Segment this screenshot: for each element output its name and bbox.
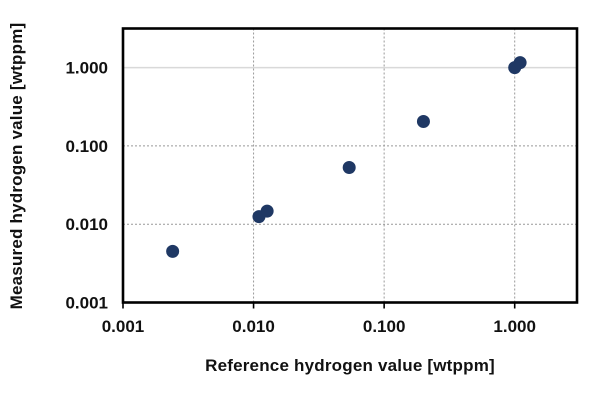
plot-border bbox=[121, 27, 579, 304]
x-tick-label: 1.000 bbox=[493, 317, 536, 336]
data-point bbox=[416, 115, 430, 129]
data-point bbox=[166, 244, 180, 258]
y-axis-title: Measured hydrogen value [wtppm] bbox=[7, 22, 26, 310]
data-point bbox=[342, 161, 356, 175]
x-tick-label: 0.100 bbox=[363, 317, 406, 336]
y-tick-label: 0.001 bbox=[65, 294, 108, 313]
y-tick-label: 1.000 bbox=[65, 59, 108, 78]
x-tick-label: 0.001 bbox=[102, 317, 145, 336]
data-point bbox=[513, 56, 527, 70]
y-tick-label: 0.100 bbox=[65, 137, 108, 156]
y-tick-label: 0.010 bbox=[65, 215, 108, 234]
data-point bbox=[260, 204, 274, 218]
x-tick-label: 0.010 bbox=[232, 317, 275, 336]
x-axis-title: Reference hydrogen value [wtppm] bbox=[205, 356, 495, 375]
